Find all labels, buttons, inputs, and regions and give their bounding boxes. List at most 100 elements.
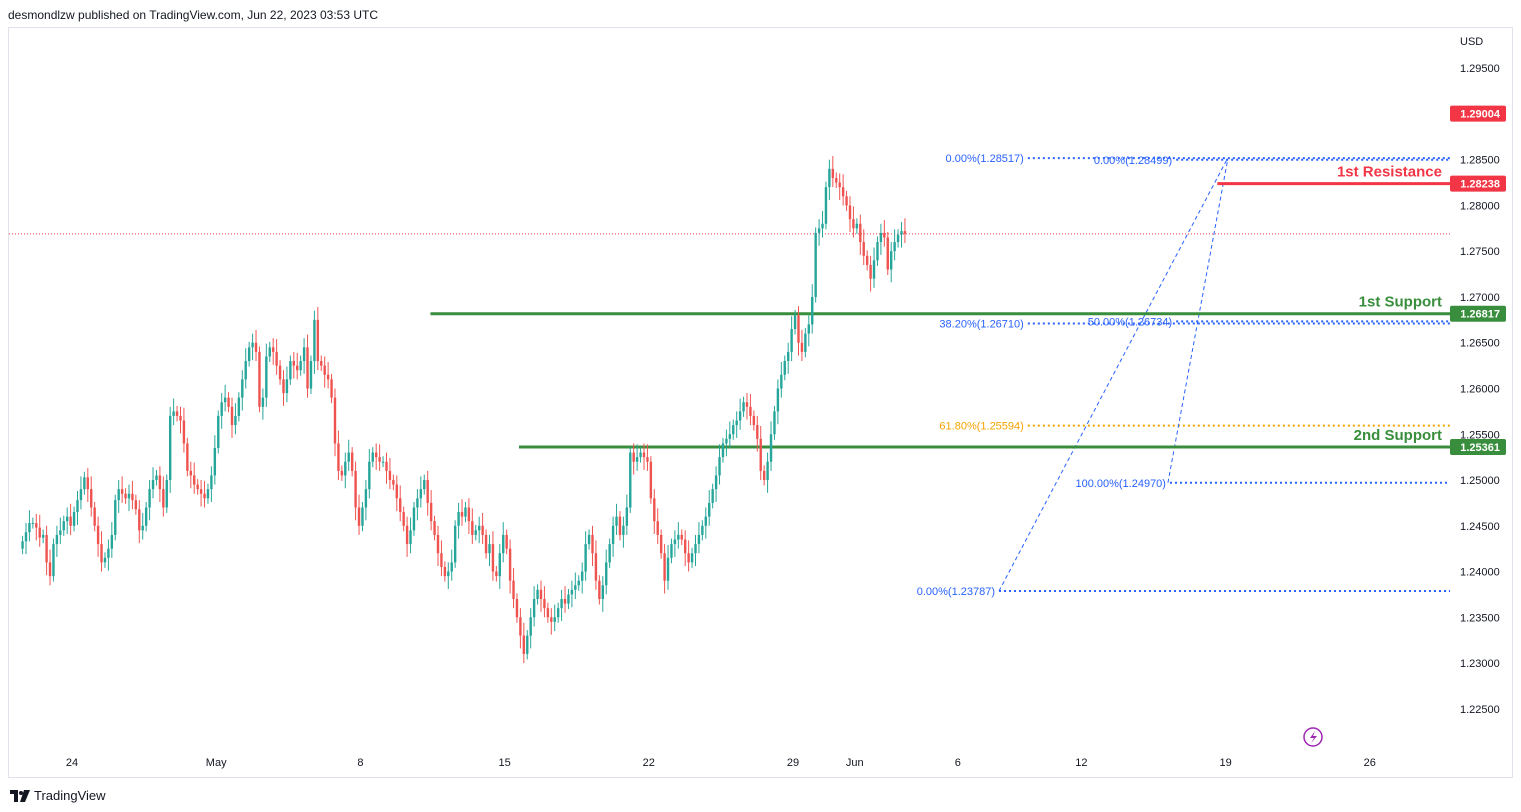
- candle-body: [780, 374, 783, 389]
- candle-body: [103, 557, 107, 563]
- candle-body: [752, 415, 756, 426]
- price-badge-label: 1.25361: [1460, 442, 1500, 454]
- y-tick-label: 1.24000: [1460, 567, 1500, 579]
- candle-body: [436, 534, 440, 554]
- x-tick-label: 8: [357, 757, 363, 769]
- candle-body: [457, 512, 460, 526]
- candle-body: [168, 415, 172, 481]
- candle-body: [381, 461, 385, 463]
- candle-body: [385, 461, 388, 471]
- candle-body: [759, 438, 762, 471]
- candle-body: [824, 187, 828, 224]
- candle-body: [144, 507, 148, 526]
- candle-body: [807, 324, 810, 334]
- candle-body: [811, 296, 814, 325]
- candle-body: [694, 544, 697, 554]
- candle-body: [622, 525, 625, 535]
- candle-body: [841, 187, 845, 197]
- candle-body: [477, 525, 481, 531]
- x-tick-label: 26: [1364, 757, 1376, 769]
- candle-body: [474, 530, 477, 535]
- candle-body: [21, 541, 24, 549]
- candle-body: [52, 544, 55, 577]
- candle-body: [254, 342, 258, 352]
- candle-body: [467, 507, 471, 522]
- candle-body: [889, 251, 893, 270]
- candle-body: [199, 489, 203, 494]
- price-axis[interactable]: USD 1.295001.290001.285001.280001.275001…: [1460, 36, 1500, 716]
- candle-body: [28, 523, 31, 533]
- candle-body: [659, 534, 663, 554]
- price-badge: [1450, 305, 1506, 322]
- candle-body: [217, 415, 220, 448]
- candle-body: [838, 182, 841, 188]
- candle-body: [608, 544, 611, 563]
- candle-body: [337, 443, 340, 471]
- candle-body: [323, 365, 326, 375]
- candle-body: [869, 264, 872, 279]
- candle-body: [804, 333, 807, 352]
- candle-body: [464, 507, 467, 517]
- candle-body: [69, 516, 72, 526]
- replay-lightning-icon[interactable]: [1303, 727, 1323, 747]
- candle-body: [646, 457, 649, 462]
- candle-body: [526, 635, 529, 654]
- candle-body: [409, 530, 412, 545]
- candle-body: [484, 534, 488, 554]
- candle-body: [155, 475, 158, 481]
- candle-body: [206, 489, 210, 499]
- x-tick-label: 24: [66, 757, 78, 769]
- footer-brand: TradingView: [34, 788, 106, 803]
- candle-body: [234, 415, 237, 426]
- candle-body: [223, 397, 227, 403]
- candle-body: [296, 365, 299, 371]
- candle-body: [148, 489, 151, 508]
- candlestick-series: [21, 156, 907, 664]
- candle-body: [680, 534, 683, 540]
- candle-body: [172, 411, 175, 416]
- y-tick-label: 1.25000: [1460, 475, 1500, 487]
- candle-body: [663, 553, 666, 581]
- candle-body: [271, 347, 275, 352]
- candle-body: [714, 475, 718, 490]
- y-tick-label: 1.26000: [1460, 384, 1500, 396]
- candle-body: [896, 234, 900, 243]
- candle-body: [86, 477, 89, 490]
- candle-body: [93, 507, 96, 526]
- candle-body: [560, 598, 563, 609]
- candle-body: [59, 530, 62, 535]
- candle-body: [120, 489, 124, 494]
- candle-body: [175, 411, 179, 416]
- candle-body: [90, 489, 93, 508]
- candle-body: [107, 548, 110, 558]
- fib-level-label: 0.00%(1.28517): [946, 153, 1024, 165]
- support-resistance-levels: 1st Resistance 1st Support 2nd Support: [430, 164, 1450, 449]
- time-axis[interactable]: 24 May 8 15 22 29 Jun 6 12 19 26: [66, 757, 1376, 769]
- footer: TradingView: [10, 788, 106, 803]
- candle-body: [41, 534, 45, 538]
- candle-body: [742, 402, 745, 412]
- y-tick-label: 1.29500: [1460, 63, 1500, 75]
- candle-body: [213, 447, 217, 476]
- candle-body: [313, 319, 316, 362]
- y-tick-label: 1.25500: [1460, 429, 1500, 441]
- candle-body: [508, 548, 512, 581]
- candle-body: [138, 509, 141, 531]
- candle-body: [65, 516, 69, 522]
- chart-frame: [8, 27, 1513, 778]
- candle-body: [677, 534, 680, 540]
- candle-body: [258, 351, 261, 407]
- x-tick-label: 22: [643, 757, 655, 769]
- candle-body: [550, 617, 553, 622]
- candle-body: [577, 580, 580, 586]
- candle-body: [519, 617, 522, 636]
- candle-body: [732, 425, 735, 435]
- y-tick-label: 1.22500: [1460, 704, 1500, 716]
- candle-body: [285, 379, 289, 394]
- fib-trend-line: [1167, 159, 1229, 483]
- candle-body: [903, 231, 907, 234]
- candle-body: [62, 521, 65, 531]
- candle-body: [797, 315, 800, 343]
- candle-body: [227, 397, 230, 407]
